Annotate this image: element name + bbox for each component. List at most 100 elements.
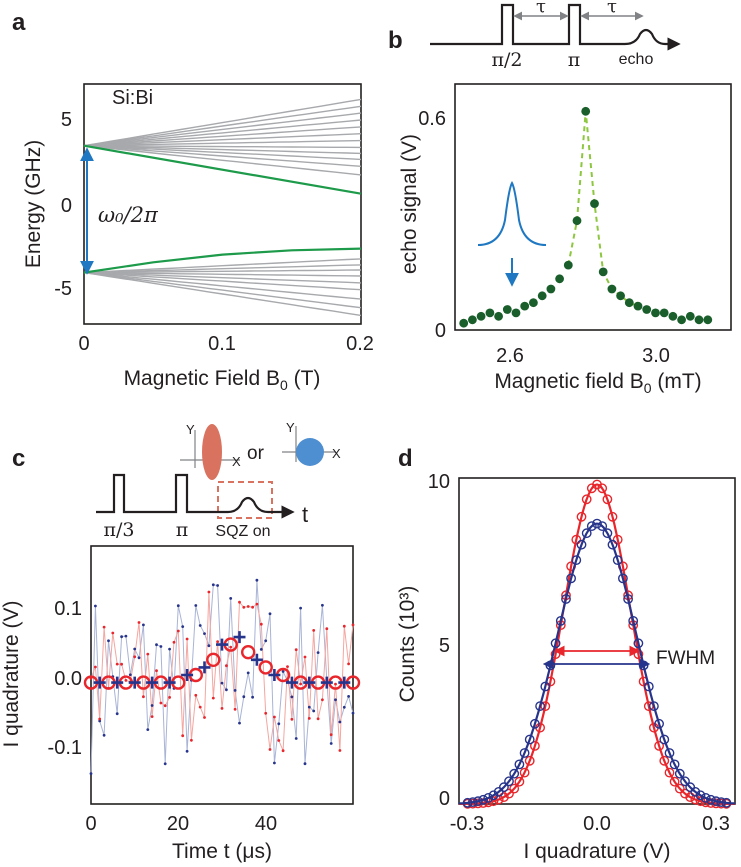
energy-level-line [83, 133, 362, 147]
raw-trace-point [294, 737, 298, 740]
raw-trace-point [168, 647, 172, 651]
histogram-point [664, 767, 675, 778]
raw-trace-point [286, 665, 289, 668]
histogram-point [561, 594, 571, 604]
raw-trace-point [316, 651, 320, 654]
x-tick: 0.1 [208, 333, 236, 355]
average-cross-point [128, 676, 141, 689]
raw-trace-point [198, 705, 202, 709]
histogram-point [711, 796, 721, 807]
data-point [529, 298, 538, 308]
histogram-point [602, 494, 613, 505]
pulse-label: π/2 [492, 49, 523, 71]
transition-level-line [83, 247, 362, 274]
histogram-point [680, 776, 690, 787]
energy-level-line [83, 271, 362, 284]
or-label: or [247, 443, 265, 464]
histogram-point [514, 776, 525, 787]
raw-trace-point [194, 604, 198, 607]
x-tick: 0.3 [702, 813, 730, 835]
raw-trace-point [120, 635, 123, 639]
raw-trace-point [120, 662, 123, 666]
histogram-point [597, 521, 608, 531]
raw-trace-point [321, 603, 324, 607]
histogram-point [695, 796, 706, 807]
data-point [546, 284, 556, 294]
raw-trace-point [294, 648, 298, 652]
data-point [651, 308, 660, 318]
y-tick: 0.6 [418, 108, 446, 130]
energy-level-line [83, 98, 362, 147]
raw-trace-point [347, 695, 350, 698]
data-point [616, 291, 625, 301]
raw-trace-point [155, 643, 158, 647]
raw-trace-point [281, 670, 285, 673]
y-tick: -0.1 [48, 737, 82, 759]
x-tick: 0 [78, 333, 89, 355]
average-circle-point [258, 660, 273, 675]
y-tick: 0.1 [54, 598, 82, 620]
data-point [459, 318, 469, 328]
histogram-point [607, 539, 618, 550]
histogram-point [669, 759, 680, 770]
histogram-point [669, 776, 680, 787]
tau-label: τ [607, 0, 617, 17]
raw-trace-point [98, 719, 102, 723]
energy-level-line [83, 271, 362, 277]
histogram-point [654, 741, 664, 751]
coherent-state-icon [296, 438, 324, 466]
y-tick: 0 [61, 195, 72, 217]
raw-trace-point [312, 709, 316, 713]
panel-a-energy-plot: Si:Bi ω₀/2π 5 0 -5 0 0.1 0.2 Energy (GHz… [22, 83, 374, 393]
raw-trace-point [268, 748, 272, 751]
gaussian-fit-line [458, 522, 736, 805]
raw-trace-point [242, 605, 246, 609]
panel-b-echo-plot: 0.6 0 2.6 3.0 echo signal (V) Magnetic f… [398, 83, 732, 396]
raw-trace-point [124, 634, 128, 638]
energy-level-line [83, 145, 362, 149]
average-cross-point [111, 676, 124, 689]
energy-level-line [83, 271, 362, 300]
raw-trace-point [176, 604, 180, 608]
y-tick: 10 [428, 471, 450, 493]
histogram-point [576, 511, 587, 522]
histogram-point [685, 792, 696, 802]
data-point [581, 106, 591, 116]
raw-trace-point [307, 717, 311, 720]
pulse-label: π [176, 519, 189, 541]
histogram-point [659, 755, 670, 766]
raw-trace-point [277, 739, 281, 742]
histogram-point [530, 718, 540, 729]
raw-trace-point [142, 695, 145, 699]
histogram-point [535, 701, 545, 711]
raw-trace-point [89, 772, 93, 775]
y-label: Y [286, 420, 295, 435]
raw-trace-point [94, 604, 97, 608]
energy-level-line [83, 258, 362, 274]
raw-trace-point [207, 644, 211, 648]
raw-trace-point [342, 705, 346, 709]
sample-label: Si:Bi [112, 87, 153, 109]
pulse-label: π [568, 49, 581, 71]
raw-trace-point [307, 705, 311, 709]
raw-trace-point [229, 645, 233, 649]
raw-trace-point [159, 645, 163, 648]
raw-trace-point [207, 590, 211, 594]
pulse-sequence-c: Y X or Y X t π/3 π SQZ on [96, 420, 341, 541]
raw-trace-point [220, 707, 224, 710]
sqz-window [217, 481, 273, 519]
raw-trace-point [238, 600, 241, 604]
raw-trace-point [264, 639, 268, 643]
raw-trace-point [203, 716, 206, 719]
raw-trace-point [233, 689, 237, 692]
raw-trace-point [146, 728, 150, 731]
y-tick: 5 [439, 635, 450, 657]
energy-level-line [83, 145, 362, 155]
data-point [468, 315, 477, 325]
y-axis-label: Energy (GHz) [22, 140, 45, 268]
fit-line [567, 111, 639, 308]
squeezed-state-icon [202, 424, 222, 480]
data-point [537, 291, 547, 301]
raw-trace-point [211, 583, 215, 587]
raw-trace-point [251, 605, 255, 609]
